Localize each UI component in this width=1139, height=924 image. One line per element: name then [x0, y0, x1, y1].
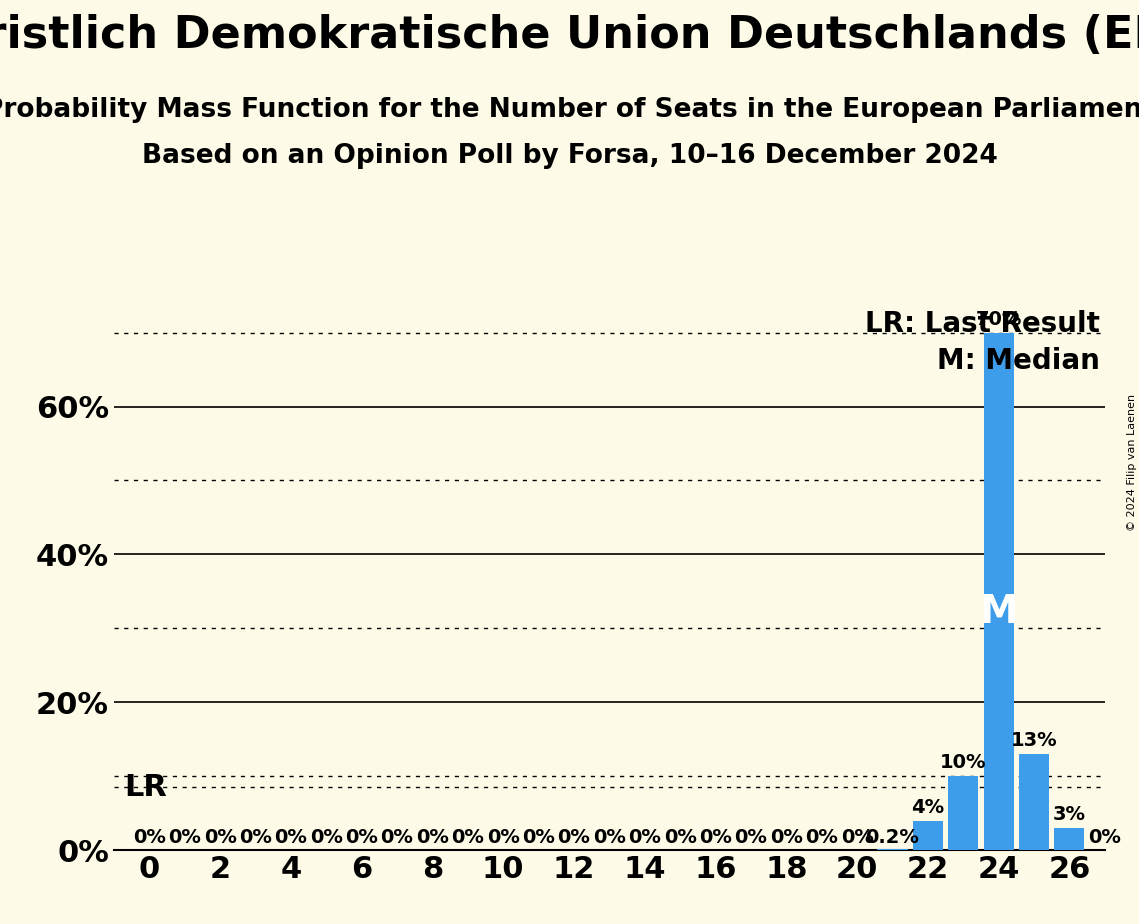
- Text: 0%: 0%: [629, 828, 662, 847]
- Text: 0%: 0%: [204, 828, 237, 847]
- Text: LR: LR: [124, 772, 167, 802]
- Text: 0.2%: 0.2%: [866, 828, 919, 847]
- Text: 0%: 0%: [133, 828, 166, 847]
- Text: 0%: 0%: [664, 828, 697, 847]
- Text: 0%: 0%: [805, 828, 838, 847]
- Text: 0%: 0%: [486, 828, 519, 847]
- Text: 10%: 10%: [940, 753, 986, 772]
- Text: 0%: 0%: [345, 828, 378, 847]
- Text: 70%: 70%: [975, 310, 1022, 329]
- Bar: [912, 821, 943, 850]
- Text: LR: Last Result: LR: Last Result: [865, 310, 1100, 337]
- Text: Probability Mass Function for the Number of Seats in the European Parliament: Probability Mass Function for the Number…: [0, 97, 1139, 123]
- Text: 0%: 0%: [735, 828, 768, 847]
- Text: Christlich Demokratische Union Deutschlands (EPP): Christlich Demokratische Union Deutschla…: [0, 14, 1139, 57]
- Bar: [1019, 754, 1049, 850]
- Bar: [877, 848, 908, 850]
- Bar: [949, 776, 978, 850]
- Text: M: M: [980, 593, 1018, 631]
- Text: 0%: 0%: [274, 828, 308, 847]
- Text: 0%: 0%: [770, 828, 803, 847]
- Text: 0%: 0%: [557, 828, 590, 847]
- Text: M: Median: M: Median: [937, 346, 1100, 375]
- Text: 0%: 0%: [1089, 828, 1121, 847]
- Text: Based on an Opinion Poll by Forsa, 10–16 December 2024: Based on an Opinion Poll by Forsa, 10–16…: [141, 143, 998, 169]
- Text: 0%: 0%: [239, 828, 272, 847]
- Text: 0%: 0%: [416, 828, 449, 847]
- Text: © 2024 Filip van Laenen: © 2024 Filip van Laenen: [1126, 394, 1137, 530]
- Text: 0%: 0%: [699, 828, 732, 847]
- Text: 0%: 0%: [522, 828, 555, 847]
- Text: 0%: 0%: [593, 828, 625, 847]
- Text: 0%: 0%: [169, 828, 202, 847]
- Text: 0%: 0%: [380, 828, 413, 847]
- Text: 13%: 13%: [1010, 731, 1057, 750]
- Text: 3%: 3%: [1052, 805, 1085, 824]
- Bar: [1055, 828, 1084, 850]
- Text: 0%: 0%: [451, 828, 484, 847]
- Text: 4%: 4%: [911, 797, 944, 817]
- Text: 0%: 0%: [841, 828, 874, 847]
- Text: 0%: 0%: [310, 828, 343, 847]
- Bar: [984, 333, 1014, 850]
